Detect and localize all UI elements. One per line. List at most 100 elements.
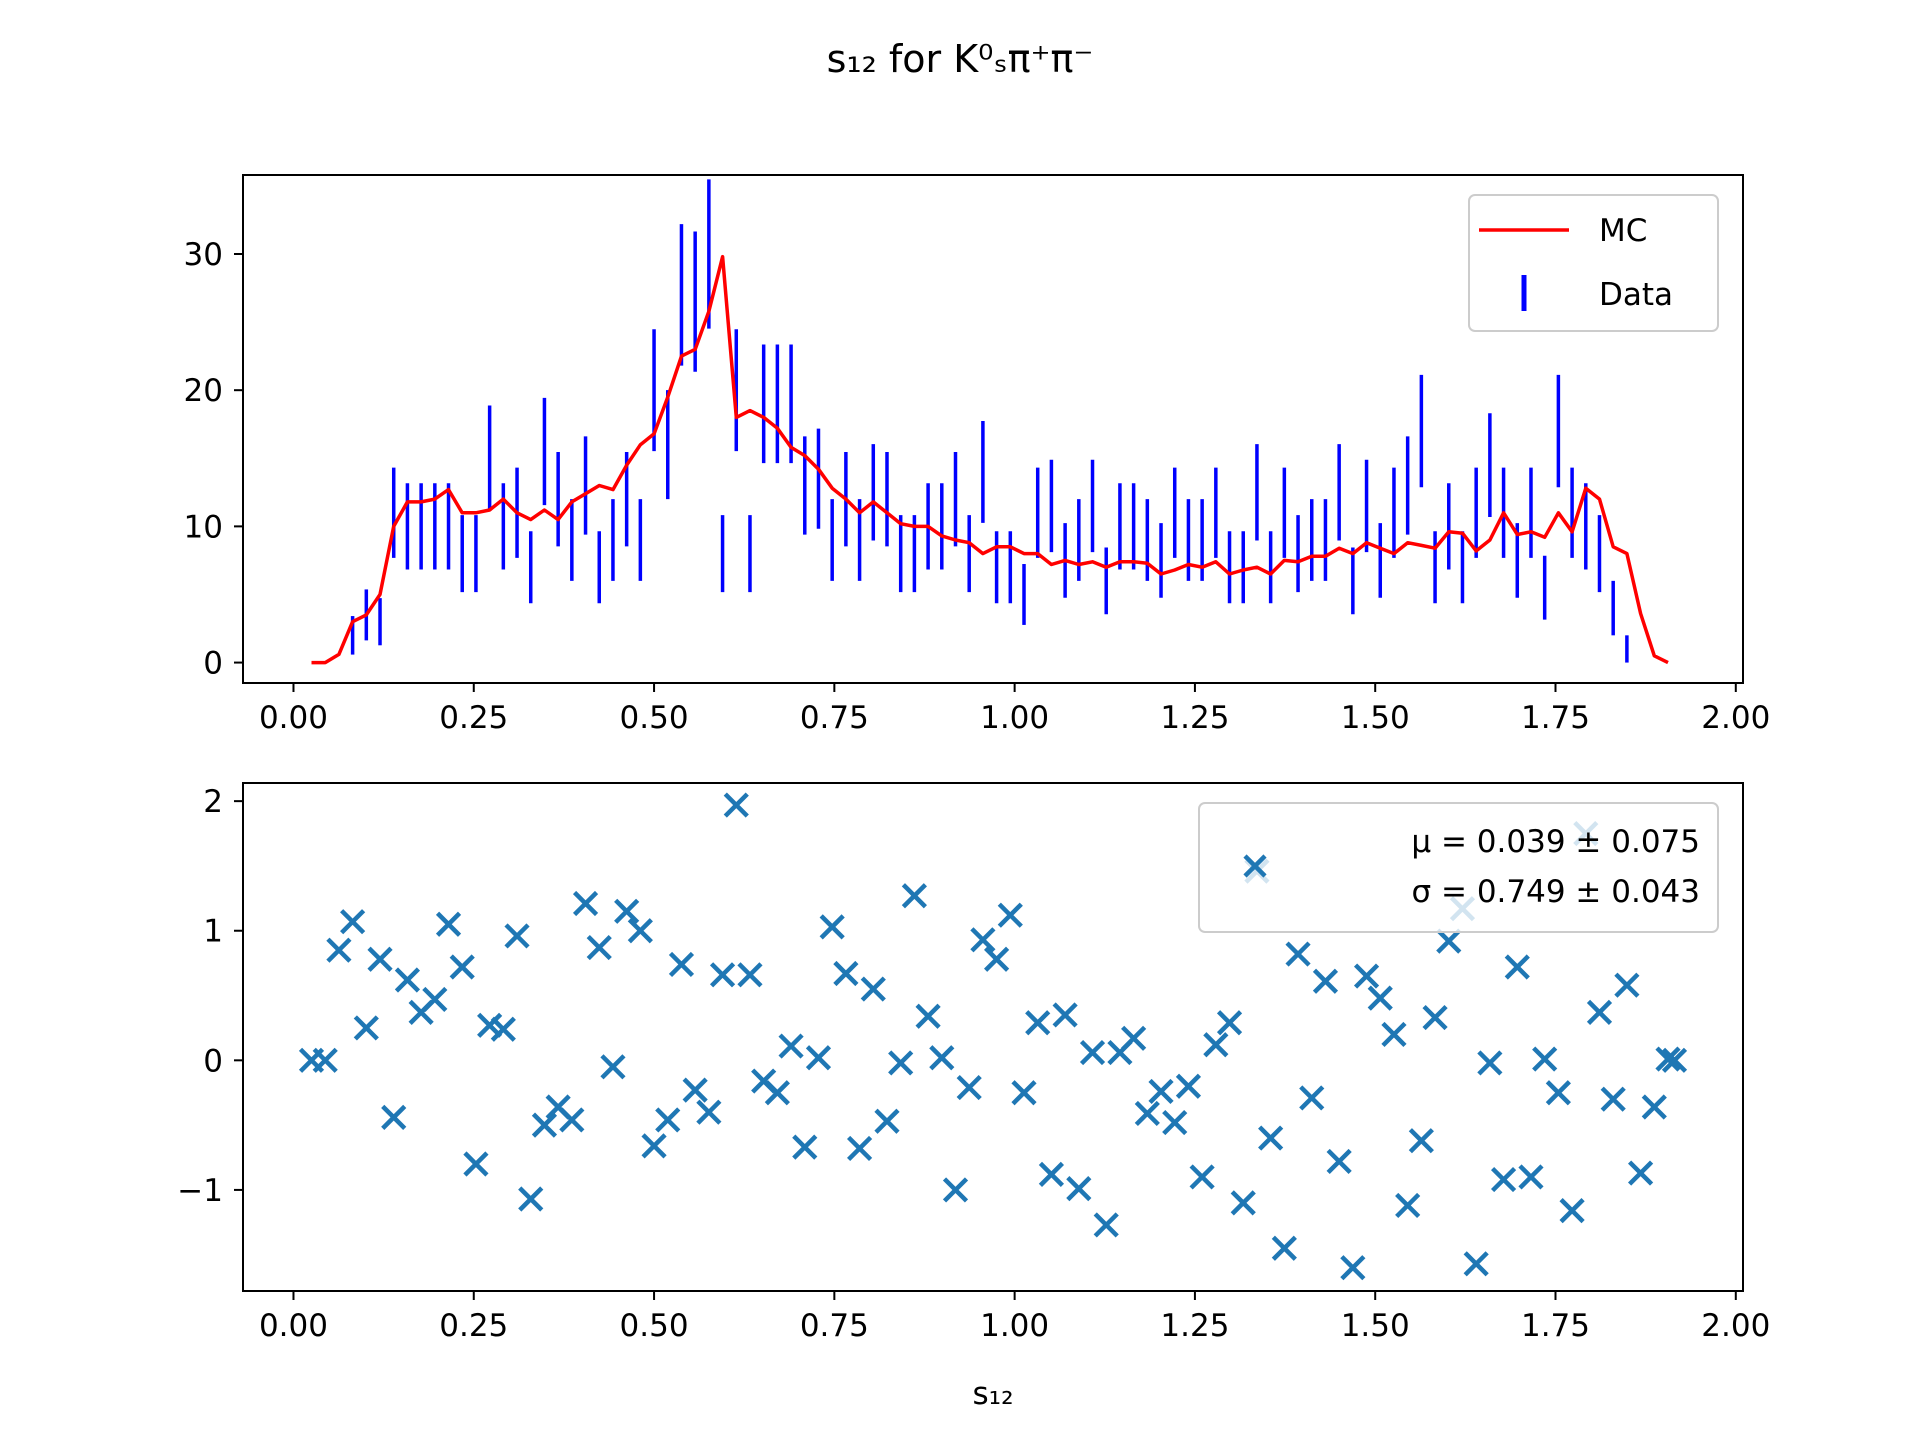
pull-point bbox=[901, 883, 927, 909]
pull-point-stroke bbox=[1340, 1255, 1366, 1281]
pull-point bbox=[723, 792, 749, 818]
pull-point bbox=[1559, 1198, 1585, 1224]
pull-point bbox=[1628, 1160, 1654, 1186]
pull-point bbox=[970, 927, 996, 953]
top-legend-box bbox=[1468, 194, 1719, 332]
pull-point bbox=[394, 967, 421, 993]
pull-point bbox=[833, 960, 859, 987]
pull-point bbox=[942, 1177, 969, 1203]
pull-point-stroke bbox=[1504, 954, 1530, 980]
pull-point bbox=[435, 911, 462, 937]
pull-point bbox=[1367, 985, 1393, 1011]
pull-point bbox=[422, 986, 448, 1013]
pull-point bbox=[1011, 1080, 1037, 1106]
pull-point bbox=[860, 976, 886, 1002]
pull-point bbox=[819, 914, 845, 940]
pull-point bbox=[888, 1050, 914, 1076]
pull-point-stroke bbox=[764, 1080, 790, 1106]
pull-point-stroke bbox=[381, 1104, 407, 1130]
pull-point-stroke bbox=[1175, 1073, 1202, 1099]
pull-point bbox=[627, 918, 653, 944]
pull-point-stroke bbox=[1628, 1160, 1654, 1186]
pull-point bbox=[1641, 1094, 1667, 1120]
pull-point-stroke bbox=[942, 1177, 969, 1203]
bottom-y-tick-label: 1 bbox=[203, 914, 223, 950]
pull-point-stroke bbox=[463, 1151, 489, 1177]
top-x-tick-label: 0.00 bbox=[259, 700, 328, 736]
pull-point-stroke bbox=[531, 1112, 558, 1138]
top-y-tick-label: 20 bbox=[184, 373, 223, 409]
pull-point-stroke bbox=[1312, 968, 1339, 994]
bottom-y-ticks: −1 0 1 2 bbox=[177, 784, 243, 1209]
pull-point-stroke bbox=[641, 1133, 667, 1159]
pull-point-stroke bbox=[1422, 1004, 1448, 1031]
pull-point-stroke bbox=[326, 937, 352, 963]
pull-point bbox=[737, 962, 763, 988]
pull-point-stroke bbox=[600, 1054, 626, 1080]
pull-point-stroke bbox=[709, 962, 736, 988]
pull-point-stroke bbox=[984, 946, 1010, 972]
pull-point bbox=[1079, 1039, 1106, 1066]
top-x-tick-label: 0.75 bbox=[800, 700, 869, 736]
pull-point bbox=[641, 1133, 667, 1159]
pull-point bbox=[1586, 999, 1613, 1025]
pull-point-stroke bbox=[1353, 963, 1380, 989]
pull-point-stroke bbox=[682, 1077, 708, 1103]
pull-point bbox=[1258, 1125, 1284, 1151]
pull-point-stroke bbox=[394, 967, 421, 993]
pull-point bbox=[1134, 1100, 1160, 1127]
pull-point bbox=[1052, 1002, 1078, 1028]
legend-mu-label: μ = 0.039 ± 0.075 bbox=[1411, 824, 1700, 860]
pull-point-stroke bbox=[614, 898, 640, 924]
pull-point-stroke bbox=[1600, 1086, 1626, 1112]
pull-point-stroke bbox=[1285, 941, 1311, 967]
pull-point-stroke bbox=[901, 883, 927, 909]
pull-point-stroke bbox=[1532, 1046, 1558, 1072]
pull-point-stroke bbox=[545, 1094, 571, 1120]
pull-point-stroke bbox=[586, 934, 612, 961]
pull-point-stroke bbox=[1038, 1161, 1065, 1187]
pull-point-stroke bbox=[559, 1107, 585, 1133]
pull-point bbox=[792, 1134, 818, 1160]
pull-point bbox=[1600, 1086, 1626, 1112]
bottom-y-tick-label: −1 bbox=[177, 1173, 223, 1209]
pull-point-stroke bbox=[997, 902, 1023, 928]
pull-point-stroke bbox=[1559, 1198, 1585, 1224]
pull-point-stroke bbox=[518, 1186, 544, 1212]
pull-point bbox=[1463, 1251, 1489, 1277]
pull-point-stroke bbox=[805, 1045, 832, 1071]
pull-point bbox=[696, 1099, 722, 1125]
pull-point-stroke bbox=[915, 1003, 941, 1029]
pull-point-stroke bbox=[1230, 1190, 1256, 1216]
pull-point bbox=[1422, 1004, 1448, 1031]
pull-point-stroke bbox=[929, 1045, 955, 1071]
pull-point bbox=[915, 1003, 941, 1029]
legend-sigma-label: σ = 0.749 ± 0.043 bbox=[1411, 874, 1700, 910]
top-panel: 0.00 0.25 0.50 0.75 1.00 1.25 1.50 1.75 2.00 0 10… bbox=[184, 174, 1770, 736]
pull-point bbox=[1518, 1164, 1544, 1190]
pull-point-stroke bbox=[819, 914, 845, 940]
pull-point bbox=[1299, 1085, 1325, 1111]
pull-point-stroke bbox=[504, 923, 530, 949]
pull-point-stroke bbox=[422, 986, 448, 1013]
top-x-tick-label: 1.00 bbox=[980, 700, 1049, 736]
pull-point bbox=[1326, 1148, 1352, 1174]
bottom-legend-box bbox=[1198, 802, 1719, 933]
bottom-x-axis-label: s₁₂ bbox=[972, 1376, 1013, 1412]
pull-point-stroke bbox=[1025, 1010, 1051, 1036]
top-y-ticks: 0 10 20 30 bbox=[184, 237, 243, 682]
pull-point bbox=[984, 946, 1010, 972]
pull-point bbox=[1408, 1128, 1434, 1154]
pull-point-stroke bbox=[696, 1099, 722, 1125]
pull-point-stroke bbox=[1477, 1050, 1503, 1076]
pull-point bbox=[682, 1077, 708, 1103]
pull-point bbox=[1655, 1046, 1681, 1072]
pull-point-stroke bbox=[1162, 1109, 1188, 1136]
top-y-tick-label: 0 bbox=[203, 646, 223, 682]
pull-point-stroke bbox=[572, 890, 599, 917]
bottom-x-tick-label: 0.50 bbox=[620, 1308, 689, 1344]
pull-point bbox=[1477, 1050, 1503, 1076]
pull-point bbox=[1066, 1176, 1092, 1202]
pull-point bbox=[997, 902, 1023, 928]
